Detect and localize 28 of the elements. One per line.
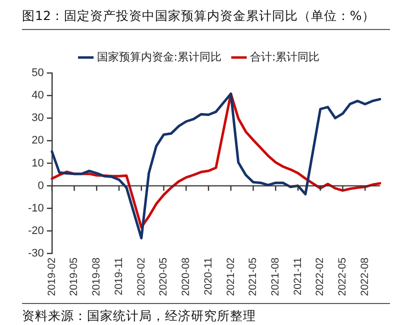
y-tick-label: 20 — [32, 134, 44, 147]
y-tick-label: 0 — [38, 180, 44, 192]
x-tick-label: 2020-05 — [158, 257, 170, 296]
x-tick-label: 2019-08 — [90, 257, 103, 296]
x-tick-label: 2021-02 — [224, 257, 237, 296]
y-tick-label: -10 — [28, 202, 44, 214]
text: 资料来源：国家统计局，经济研究所整理 — [22, 303, 390, 325]
x-tick-label: 2019-11 — [112, 257, 125, 296]
x-tick-label: 2021-08 — [269, 257, 282, 296]
x-tick-label: 2022-08 — [358, 257, 371, 296]
y-tick-label: 30 — [32, 112, 44, 124]
y-tick-label: 10 — [32, 157, 44, 170]
x-tick-label: 2021-05 — [247, 257, 260, 296]
x-tick-label: 2022-05 — [336, 257, 349, 296]
x-tick-label: 2021-11 — [292, 257, 304, 296]
x-tick-label: 2022-02 — [314, 257, 326, 296]
x-tick-label: 2019-05 — [68, 257, 80, 296]
x-tick-label: 2020-11 — [202, 257, 214, 296]
x-tick-label: 2020-08 — [180, 257, 192, 296]
y-tick-label: 40 — [32, 90, 44, 102]
y-tick-label: -20 — [28, 224, 44, 237]
legend-label: 合计:累计同比 — [250, 50, 320, 64]
y-tick-label: 50 — [32, 67, 44, 80]
x-tick-label: 2019-02 — [46, 257, 58, 296]
legend-label: 国家预算内资金:累计同比 — [96, 50, 222, 64]
x-tick-label: 2020-02 — [135, 257, 148, 296]
y-tick-label: -30 — [28, 247, 44, 260]
chart-title: 图12：固定资产投资中国家预算内资金累计同比（单位：%） — [22, 8, 390, 30]
